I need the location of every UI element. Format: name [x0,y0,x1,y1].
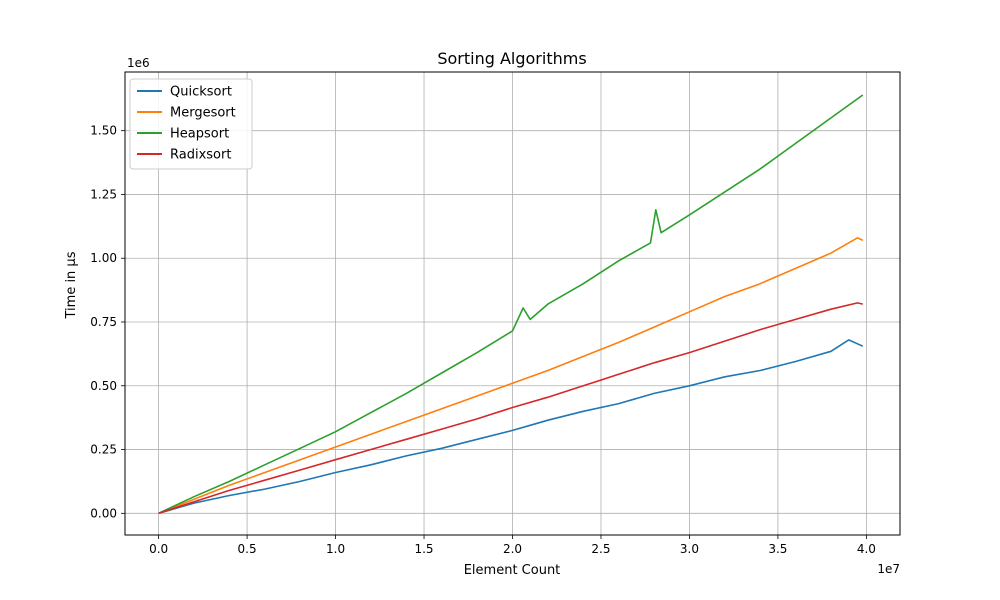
x-tick-label: 2.5 [591,542,610,556]
legend-label-mergesort: Mergesort [170,106,236,121]
x-tick-label: 2.0 [503,542,522,556]
y-axis-multiplier: 1e6 [127,56,150,70]
y-tick-label: 1.25 [90,187,117,201]
series-line-mergesort [158,237,864,515]
x-tick-label: 0.0 [149,542,168,556]
legend-label-quicksort: Quicksort [170,85,232,100]
y-tick-label: 1.00 [90,251,117,265]
x-tick-label: 3.5 [768,542,787,556]
y-tick-label: 0.00 [90,506,117,520]
y-tick-label: 1.50 [90,124,117,138]
y-axis-ticks: 0.00 0.25 0.50 0.75 1.00 1.25 1.50 [90,124,125,520]
x-tick-label: 4.0 [857,542,876,556]
x-axis-multiplier: 1e7 [877,562,900,576]
series-line-quicksort [158,339,864,515]
y-axis-label: Time in µs [64,251,79,319]
x-tick-label: 1.0 [326,542,345,556]
x-axis-label: Element Count [464,563,561,578]
y-tick-label: 0.25 [90,443,117,457]
x-tick-label: 1.5 [414,542,433,556]
chart-title: Sorting Algorithms [437,49,586,68]
legend-box [129,78,253,170]
y-tick-label: 0.75 [90,315,117,329]
legend: Quicksort Mergesort Heapsort Radixsort [129,78,253,170]
x-tick-label: 3.0 [680,542,699,556]
series-line-radixsort [158,302,863,515]
legend-label-radixsort: Radixsort [170,148,231,163]
series-layer [158,94,864,515]
legend-label-heapsort: Heapsort [170,127,229,142]
grid [125,72,900,535]
series-line-heapsort [158,94,864,515]
y-tick-label: 0.50 [90,379,117,393]
x-tick-label: 0.5 [238,542,257,556]
x-axis-ticks: 0.0 0.5 1.0 1.5 2.0 2.5 3.0 3.5 4.0 [149,535,876,556]
